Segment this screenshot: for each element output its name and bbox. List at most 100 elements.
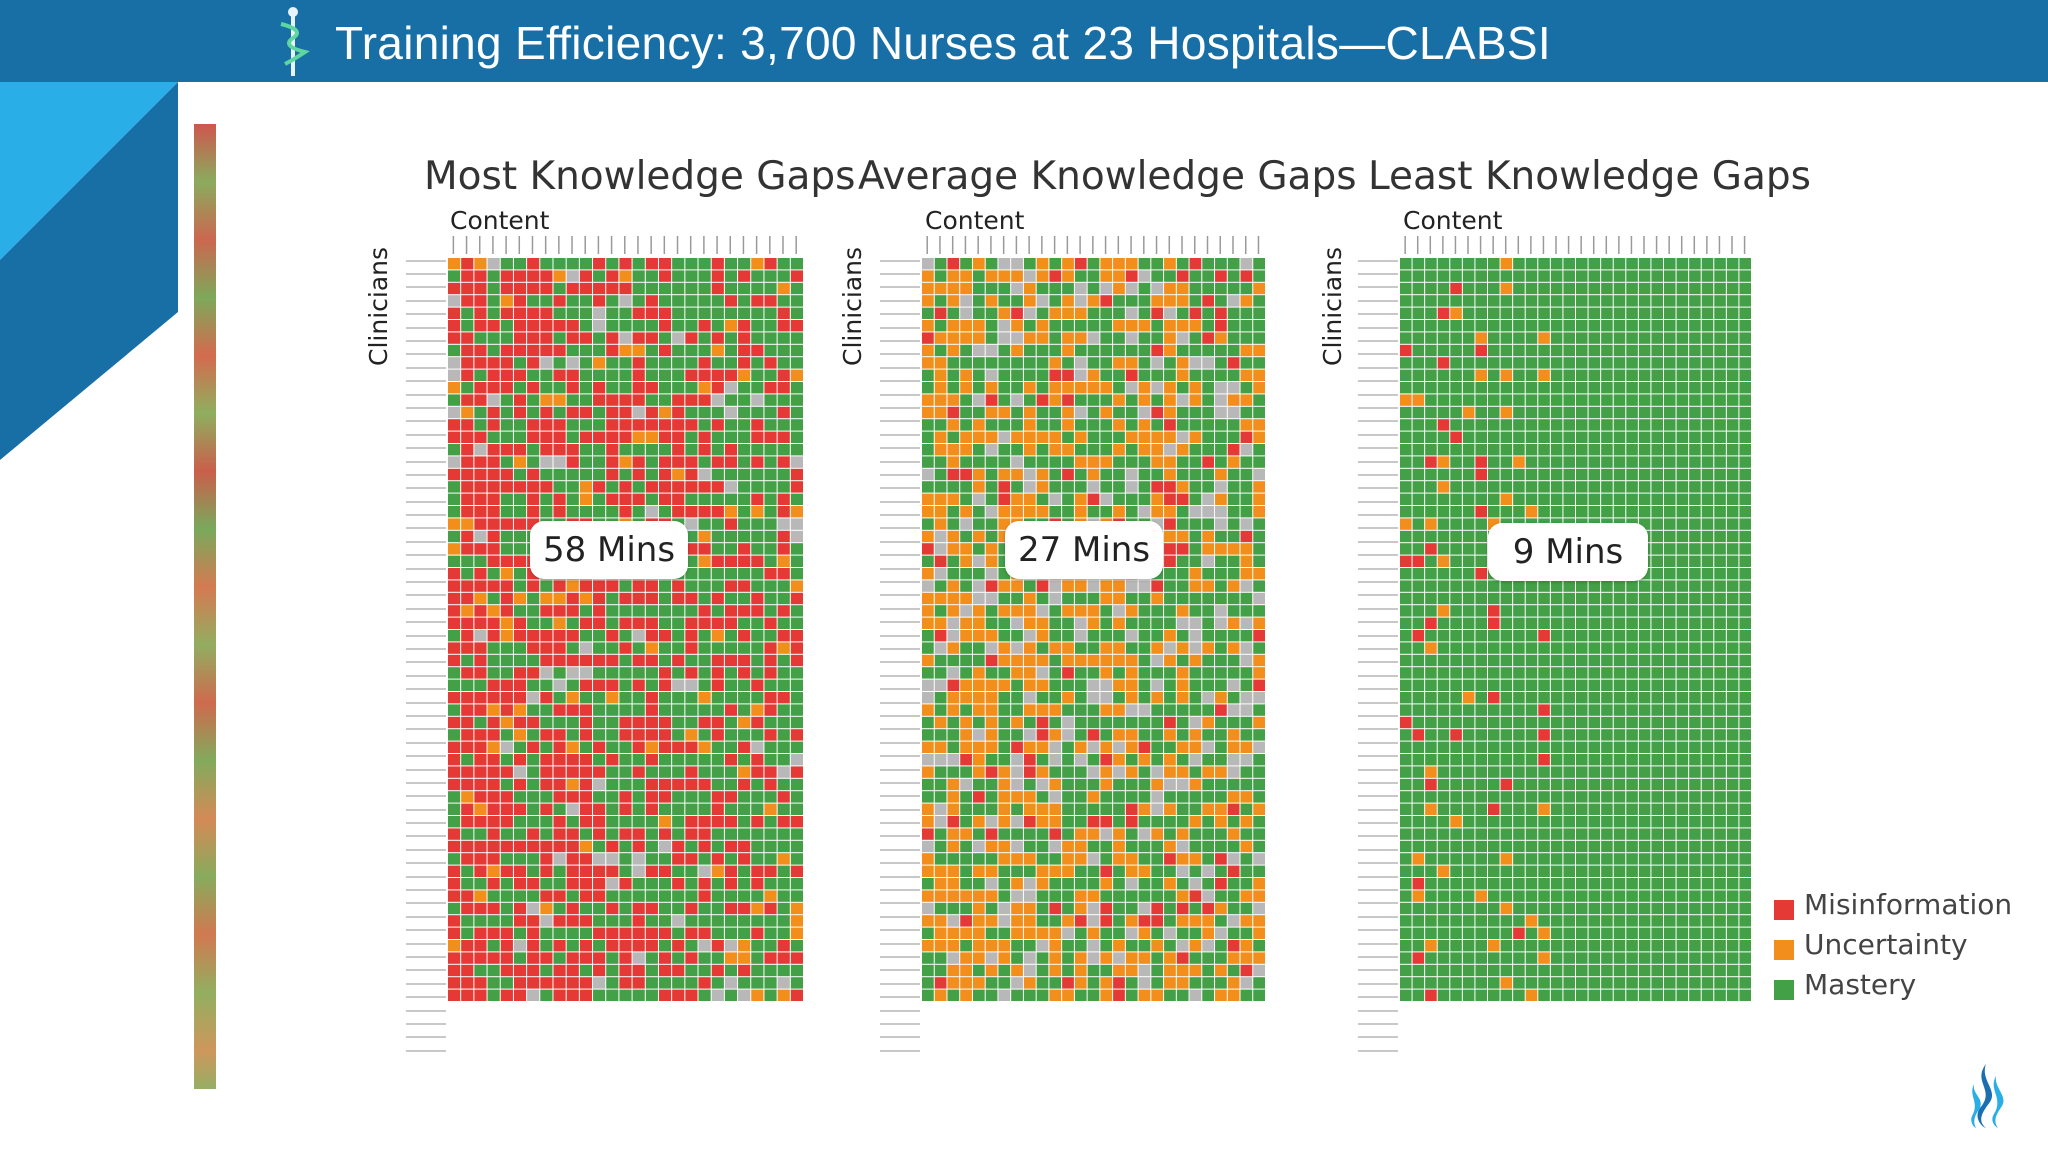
heatmap-cell	[1087, 952, 1100, 964]
heatmap-cell	[1400, 605, 1412, 617]
heatmap-cell	[1062, 716, 1074, 729]
heatmap-cell	[1664, 853, 1676, 865]
heatmap-cell	[1164, 282, 1176, 295]
heatmap-cell	[1513, 382, 1525, 394]
heatmap-cell	[1100, 791, 1113, 803]
heatmap-cell	[1164, 667, 1176, 679]
heatmap-cell	[1062, 679, 1074, 691]
heatmap-cell	[1651, 654, 1663, 667]
heatmap-cell	[1538, 456, 1550, 468]
heatmap-cell	[711, 481, 724, 493]
heatmap-cell	[751, 332, 764, 344]
heatmap-cell	[1488, 468, 1500, 481]
heatmap-cell	[593, 394, 606, 406]
heatmap-cell	[1062, 927, 1074, 939]
heatmap-cell	[985, 592, 998, 605]
heatmap-cell	[947, 369, 960, 381]
heatmap-cell	[1626, 605, 1638, 617]
heatmap-cell	[751, 282, 764, 295]
heatmap-cell	[1450, 902, 1462, 915]
heatmap-cell	[1726, 406, 1739, 419]
heatmap-cell	[751, 940, 764, 952]
heatmap-cell	[461, 902, 474, 915]
heatmap-cell	[527, 580, 540, 592]
heatmap-cell	[1253, 679, 1265, 691]
heatmap-cell	[513, 902, 527, 915]
heatmap-cell	[960, 754, 972, 766]
heatmap-cell	[672, 431, 685, 443]
heatmap-cell	[500, 332, 513, 344]
heatmap-cell	[1450, 307, 1462, 319]
heatmap-cell	[724, 518, 738, 530]
heatmap-cell	[1138, 493, 1151, 505]
heatmap-cell	[985, 803, 998, 815]
heatmap-cell	[1538, 481, 1550, 493]
heatmap-cell	[658, 357, 672, 369]
heatmap-cell	[738, 778, 751, 791]
heatmap-cell	[1189, 307, 1202, 319]
heatmap-cell	[1601, 332, 1613, 344]
heatmap-cell	[790, 431, 803, 443]
heatmap-cell	[1450, 630, 1462, 642]
heatmap-cell	[1412, 456, 1425, 468]
heatmap-cell	[1011, 394, 1023, 406]
heatmap-cell	[1400, 282, 1412, 295]
heatmap-cell	[960, 406, 972, 419]
heatmap-cell	[1100, 754, 1113, 766]
row-label-placeholder	[1344, 379, 1398, 392]
heatmap-cell	[1576, 431, 1588, 443]
heatmap-cell	[658, 506, 672, 518]
row-label-placeholder	[1344, 928, 1398, 941]
heatmap-cell	[1525, 840, 1538, 853]
heatmap-cell	[1626, 853, 1638, 865]
heatmap-cell	[1513, 692, 1525, 704]
heatmap-cell	[1689, 394, 1701, 406]
heatmap-cell	[553, 890, 566, 902]
heatmap-cell	[500, 530, 513, 543]
heatmap-cell	[1462, 568, 1475, 580]
heatmap-cell	[1576, 865, 1588, 877]
heatmap-cell	[1412, 406, 1425, 419]
heatmap-cell	[461, 878, 474, 890]
heatmap-cell	[1074, 419, 1087, 431]
heatmap-cell	[1488, 295, 1500, 307]
heatmap-cell	[685, 357, 698, 369]
heatmap-cell	[1215, 741, 1227, 753]
row-label-placeholder	[1344, 807, 1398, 820]
heatmap-cell	[1576, 754, 1588, 766]
heatmap-cell	[1049, 902, 1062, 915]
heatmap-cell	[777, 679, 790, 691]
heatmap-cell	[1100, 406, 1113, 419]
heatmap-cell	[1164, 369, 1176, 381]
row-label-placeholder	[392, 847, 446, 860]
heatmap-cell	[1074, 592, 1087, 605]
heatmap-cell	[513, 369, 527, 381]
heatmap-cell	[1036, 791, 1049, 803]
heatmap-cell	[1049, 295, 1062, 307]
heatmap-cell	[1036, 902, 1049, 915]
heatmap-cell	[1513, 840, 1525, 853]
heatmap-cell	[1227, 555, 1240, 567]
heatmap-cell	[645, 902, 658, 915]
heatmap-cell	[1513, 791, 1525, 803]
heatmap-cell	[1613, 506, 1626, 518]
heatmap-cell	[1011, 952, 1023, 964]
heatmap-cell	[1488, 382, 1500, 394]
heatmap-cell	[1062, 704, 1074, 716]
heatmap-cell	[934, 816, 947, 828]
heatmap-cell	[1437, 778, 1450, 791]
heatmap-cell	[1125, 679, 1138, 691]
heatmap-cell	[474, 543, 487, 555]
clinicians-axis-label: Clinicians	[838, 246, 867, 366]
heatmap-cell	[998, 853, 1011, 865]
heatmap-cell	[1227, 754, 1240, 766]
heatmap-cell	[1701, 543, 1714, 555]
heatmap-cell	[1726, 419, 1739, 431]
heatmap-cell	[1601, 307, 1613, 319]
heatmap-cell	[1176, 816, 1189, 828]
heatmap-cell	[1113, 605, 1125, 617]
heatmap-cell	[448, 878, 461, 890]
row-label-placeholder	[1344, 673, 1398, 686]
heatmap-cell	[448, 902, 461, 915]
heatmap-cell	[1036, 729, 1049, 741]
